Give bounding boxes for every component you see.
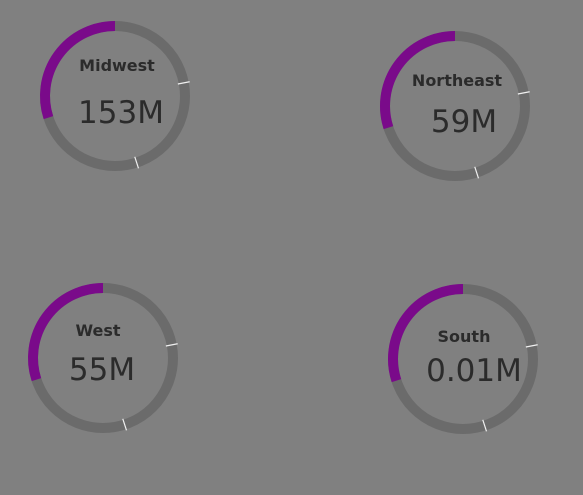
gauge-fill — [388, 284, 464, 383]
gauge-value: 59M — [431, 104, 497, 140]
gauge-value: 0.01M — [426, 353, 522, 389]
gauge-value: 153M — [78, 95, 164, 131]
gauge-tick — [122, 418, 128, 431]
gauge-tick — [165, 343, 178, 347]
gauge-fill — [380, 31, 456, 130]
gauge-tick — [177, 81, 190, 85]
gauge-label: South — [438, 327, 491, 346]
gauge-tick — [517, 91, 530, 95]
gauge-midwest: Midwest 153M — [40, 21, 190, 171]
gauge-tick — [525, 344, 538, 348]
gauge-fill — [40, 21, 116, 120]
gauge-label: West — [75, 321, 120, 340]
gauge-label: Northeast — [412, 71, 502, 90]
gauge-south: South 0.01M — [388, 284, 538, 434]
gauge-tick — [474, 166, 480, 179]
gauge-value: 55M — [69, 352, 135, 388]
gauge-fill — [28, 283, 104, 382]
gauge-tick — [482, 419, 488, 432]
gauge-label: Midwest — [79, 56, 155, 75]
gauge-northeast: Northeast 59M — [380, 31, 530, 181]
gauge-west: West 55M — [28, 283, 178, 433]
gauge-tick — [134, 156, 140, 169]
